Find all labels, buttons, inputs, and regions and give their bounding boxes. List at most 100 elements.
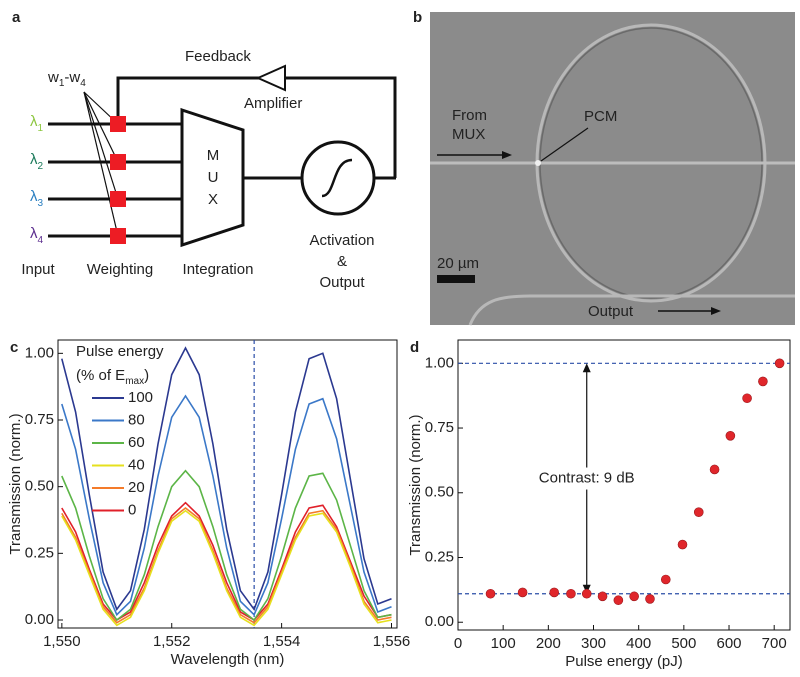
- weights-text: w: [47, 69, 59, 86]
- y-tick-label: 1.00: [25, 344, 54, 361]
- sem-label: From: [452, 107, 487, 124]
- bus-waveguide: [468, 294, 795, 326]
- series-line: [61, 506, 392, 624]
- amplifier-symbol: [255, 64, 286, 92]
- stage-label: Input: [21, 261, 55, 278]
- input-wires: [48, 122, 182, 238]
- point: [613, 595, 624, 606]
- weights-sub: 1: [59, 78, 65, 89]
- point: [725, 431, 736, 441]
- x-axis-label: Pulse energy (pJ): [565, 653, 683, 670]
- sem-label: PCM: [584, 108, 617, 125]
- arrow-head: [582, 363, 591, 373]
- y-tick-label: 0.25: [25, 544, 54, 561]
- weight-squares: [110, 116, 126, 244]
- mux-block: [180, 107, 245, 248]
- input-label: λ4: [30, 225, 44, 246]
- point: [566, 588, 576, 599]
- input-symbol: λ: [30, 151, 38, 168]
- point: [677, 539, 688, 550]
- y-tick-label: 0.25: [425, 548, 454, 565]
- weights-label: w1-w4: [47, 69, 86, 89]
- legend-label: 60: [128, 434, 145, 451]
- input-sub: 2: [38, 161, 44, 172]
- y-tick-label: 1.00: [425, 354, 454, 371]
- activation-label: Activation: [309, 232, 374, 249]
- point: [549, 587, 560, 598]
- micrograph: From MUX PCM 20 µm Output: [430, 12, 795, 326]
- panel-label: d: [410, 339, 419, 356]
- sem-background: [430, 12, 795, 325]
- point: [758, 376, 768, 387]
- panel-label: a: [12, 9, 21, 26]
- annotation-bg: [526, 467, 647, 490]
- x-tick-label: 400: [626, 635, 651, 652]
- y-tick-label: 0.50: [425, 484, 454, 501]
- input-label: λ1: [30, 113, 44, 134]
- stage-label: Integration: [183, 261, 254, 278]
- x-tick-label: 100: [491, 635, 516, 652]
- mux-letter: X: [208, 191, 218, 208]
- point: [693, 507, 704, 517]
- pointer: [540, 127, 589, 162]
- legend-label: 100: [128, 389, 153, 406]
- plot-frame: [57, 339, 398, 629]
- point: [517, 587, 528, 598]
- input-symbol: λ: [30, 225, 38, 242]
- point: [709, 464, 720, 475]
- legend-title: Pulse energy: [76, 343, 164, 360]
- arrow-head: [502, 151, 512, 159]
- weights-sub: 4: [80, 78, 86, 89]
- legend-subtitle-text: ): [144, 367, 149, 384]
- x-tick-label: 1,552: [153, 633, 191, 650]
- activation-block: [300, 140, 376, 216]
- plot-frame: [457, 339, 791, 631]
- activation-curve: [321, 158, 353, 198]
- point: [485, 588, 496, 599]
- scale-bar: [437, 275, 475, 283]
- input-sub: 1: [38, 123, 44, 134]
- amplifier-label: Amplifier: [244, 95, 302, 112]
- y-tick-label: 0.50: [25, 478, 54, 495]
- x-tick-label: 200: [536, 635, 561, 652]
- x-tick-label: 1,550: [43, 633, 81, 650]
- y-tick-label: 0.00: [25, 611, 54, 628]
- point: [660, 574, 671, 585]
- series-line: [61, 394, 392, 617]
- series-line: [61, 509, 392, 627]
- x-tick-label: 700: [762, 635, 787, 652]
- input-symbol: λ: [30, 113, 38, 130]
- series-line: [61, 346, 392, 611]
- diagram: Feedback Amplifier w1-w4 M U X Activatio…: [21, 48, 397, 291]
- mux-letter: M: [207, 147, 220, 164]
- activation-label: &: [337, 253, 347, 270]
- point: [629, 591, 639, 602]
- weights-text: -w: [64, 69, 80, 86]
- legend-label: 20: [128, 479, 145, 496]
- series-line: [61, 469, 392, 622]
- stage-label: Weighting: [87, 261, 153, 278]
- y-tick-label: 0.00: [425, 613, 454, 630]
- sem-label: Output: [588, 303, 634, 320]
- x-tick-label: 300: [581, 635, 606, 652]
- x-axis-label: Wavelength (nm): [171, 651, 285, 668]
- point: [645, 594, 655, 604]
- scale-bar-label: 20 µm: [437, 255, 479, 272]
- legend-label: 80: [128, 411, 145, 428]
- activation-label: Output: [319, 274, 365, 291]
- y-axis-label: Transmission (norm.): [407, 414, 424, 555]
- legend-subtitle-text: (% of E: [76, 367, 125, 384]
- x-tick-label: 1,556: [373, 633, 411, 650]
- feedback-label: Feedback: [185, 48, 251, 65]
- legend-subtitle: (% of Emax): [76, 367, 149, 387]
- point: [742, 393, 752, 404]
- input-label: λ3: [30, 188, 44, 209]
- point: [774, 358, 785, 369]
- y-tick-label: 0.75: [425, 419, 454, 436]
- x-tick-label: 0: [454, 635, 462, 652]
- point: [597, 591, 608, 602]
- y-axis-label: Transmission (norm.): [7, 413, 24, 554]
- legend-label: 40: [128, 456, 145, 473]
- x-tick-label: 1,554: [263, 633, 301, 650]
